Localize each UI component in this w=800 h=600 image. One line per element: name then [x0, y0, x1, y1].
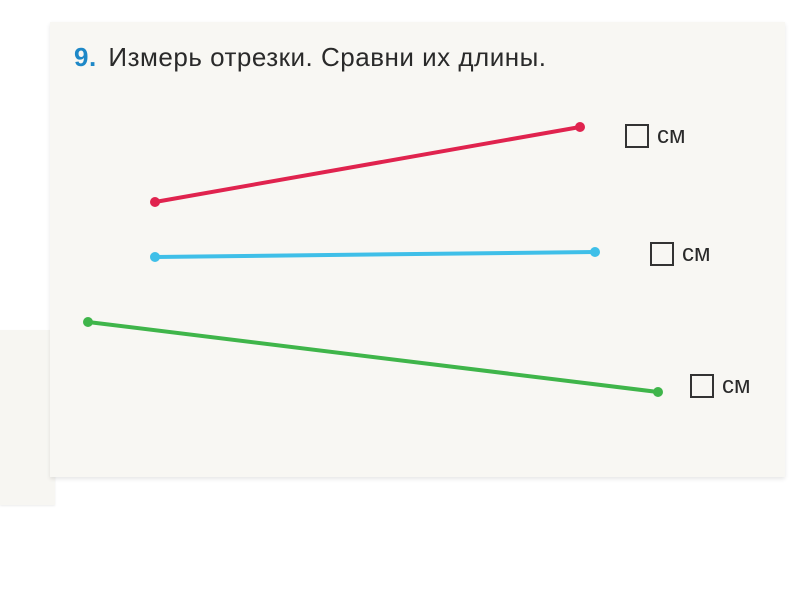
segment-green-endpoint [83, 317, 93, 327]
segment-blue-answer: см [650, 240, 711, 268]
segment-red-answer-box[interactable] [625, 124, 649, 148]
segment-blue [155, 252, 595, 257]
segment-green [88, 322, 658, 392]
segment-red-endpoint [150, 197, 160, 207]
page-edge-tab [0, 330, 55, 505]
segment-red-endpoint [575, 122, 585, 132]
segment-green-unit: см [722, 372, 751, 400]
segment-green-answer-box[interactable] [690, 374, 714, 398]
segment-green-answer: см [690, 372, 751, 400]
exercise-page: 9. Измерь отрезки. Сравни их длины. смсм… [50, 22, 785, 477]
segment-red-answer: см [625, 122, 686, 150]
segment-blue-endpoint [150, 252, 160, 262]
segment-green-endpoint [653, 387, 663, 397]
segment-red-unit: см [657, 122, 686, 150]
segment-blue-answer-box[interactable] [650, 242, 674, 266]
segment-red [155, 127, 580, 202]
segment-blue-endpoint [590, 247, 600, 257]
segment-blue-unit: см [682, 240, 711, 268]
